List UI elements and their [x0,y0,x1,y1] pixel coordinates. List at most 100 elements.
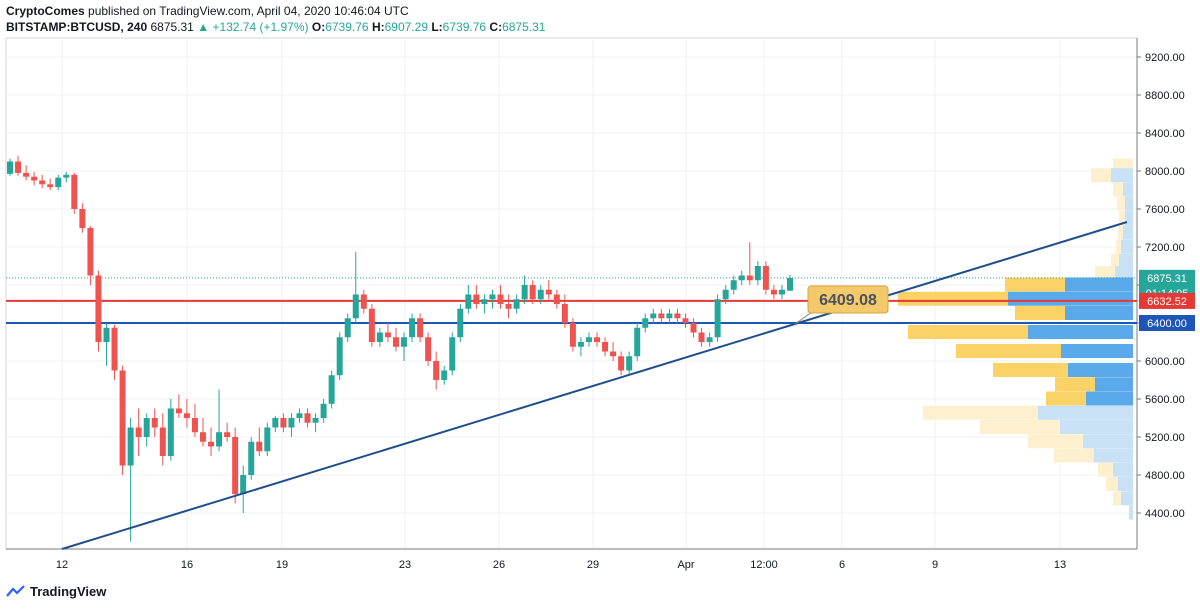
published-text: published on TradingView.com, April 04, … [88,4,409,18]
candle-body [127,427,134,466]
candle-body [248,441,255,475]
y-tick-label: 6000.00 [1145,356,1185,368]
x-tick-label: 9 [932,559,938,571]
x-tick-label: Apr [677,559,694,571]
candle-body [553,294,560,304]
candle-body [425,337,432,361]
candle-body [561,304,568,323]
candle-body [167,408,174,456]
candle-body [328,375,335,404]
level-badge [1139,292,1195,309]
y-tick-label: 5600.00 [1145,394,1185,406]
volume-profile-down-bar [1123,225,1133,240]
candle-body [706,337,713,342]
candle-body [216,432,223,447]
candle-body [618,356,625,371]
candle-body [473,294,480,304]
candle-body [545,289,552,295]
volume-profile-down-bar [1008,291,1133,306]
candle-body [770,289,777,295]
x-tick-label: 6 [839,559,845,571]
volume-profile-up-bar [1106,477,1118,491]
candle-body [47,184,54,188]
candle-body [778,289,785,295]
candle-body [159,427,166,456]
candle-body [15,161,22,173]
candle-body [103,327,110,342]
volume-profile-up-bar [1046,391,1086,406]
volume-profile-down-bar [1121,491,1133,506]
volume-profile-up-bar [1116,239,1121,254]
y-tick-label: 8400.00 [1145,128,1185,140]
x-tick-label: 26 [493,559,505,571]
candle-body [738,275,745,281]
candle-body [199,432,206,442]
symbol-label[interactable]: BITSTAMP:BTCUSD, 240 [6,20,148,34]
candle-body [312,418,319,423]
volume-profile-up-bar [993,363,1068,377]
candle-body [602,342,609,352]
candle-body [730,280,737,290]
volume-profile-up-bar [980,420,1060,434]
volume-profile-down-bar [1086,391,1133,406]
candle-body [119,370,126,466]
candle-body [610,351,617,357]
author-name[interactable]: CryptoComes [6,4,85,18]
volume-profile-down-bar [1113,462,1133,477]
volume-profile-up-bar [898,291,1008,306]
candle-body [513,299,520,309]
candle-body [392,337,399,347]
volume-profile-up-bar [1091,168,1111,183]
publish-header: CryptoComes published on TradingView.com… [6,3,409,19]
volume-profile-up-bar [1113,182,1123,197]
y-tick-label: 4400.00 [1145,508,1185,520]
volume-profile-up-bar [1054,448,1094,463]
volume-profile-down-bar [1095,377,1133,392]
candle-body [481,299,488,304]
candle-body [787,277,793,291]
tradingview-footer[interactable]: TradingView [6,584,106,599]
candle-body [626,356,633,371]
symbol-row: BITSTAMP:BTCUSD, 240 6875.31 ▲ +132.74 (… [6,19,545,35]
candle-body [384,332,391,338]
candle-body [401,337,408,347]
candle-body [143,418,150,437]
volume-profile-down-bar [1083,434,1133,449]
candle-body [376,332,383,342]
candle-body [320,403,327,418]
open-value: 6739.76 [325,20,369,34]
volume-profile-up-bar [1005,277,1065,292]
trendline [61,221,1128,550]
candle-body [368,308,375,342]
candle-body [529,285,536,300]
last-price-value: 6875.31 [150,20,194,34]
callout-pointer [794,311,813,325]
candle-body [465,294,472,309]
candle-body [183,413,190,418]
volume-profile-down-bar [1121,239,1133,254]
y-tick-label: 7200.00 [1145,242,1185,254]
volume-profile-up-bar [1117,196,1125,211]
volume-profile-down-bar [1111,168,1133,183]
volume-profile-down-bar [1028,325,1133,339]
close-label: C: [489,20,503,34]
volume-profile-up-bar [1118,225,1123,240]
volume-profile-down-bar [1129,505,1133,520]
candle-body [111,327,118,371]
x-tick-label: 12 [56,559,68,571]
volume-profile-down-bar [1118,477,1133,491]
y-tick-label: 4800.00 [1145,470,1185,482]
level-badge [1139,315,1195,331]
y-tick-label: 5200.00 [1145,432,1185,444]
high-label: H: [371,20,385,34]
change-up-icon: ▲ [197,20,210,34]
candle-body [746,275,753,281]
x-tick-label: 13 [1054,559,1066,571]
candle-body [642,318,649,328]
candle-body [304,413,311,423]
y-tick-label: 8000.00 [1145,166,1185,178]
candle-body [690,323,697,333]
y-tick-label: 8800.00 [1145,90,1185,102]
candle-body [521,285,528,300]
